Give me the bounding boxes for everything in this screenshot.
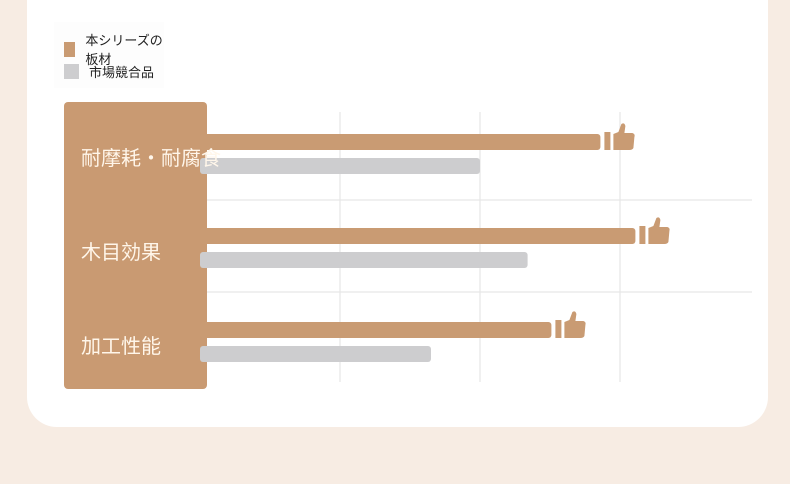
bar-ours bbox=[200, 134, 601, 150]
bar-competitor bbox=[200, 346, 431, 362]
bar-ours bbox=[200, 228, 636, 244]
legend-swatch bbox=[64, 64, 79, 79]
thumbs-up-icon bbox=[639, 217, 670, 244]
category-label: 加工性能 bbox=[81, 334, 161, 358]
legend-swatch bbox=[64, 41, 76, 57]
thumbs-up-icon bbox=[555, 311, 586, 338]
bar-competitor bbox=[200, 252, 528, 268]
legend-label: 市場競合品 bbox=[89, 66, 155, 81]
legend-label: 本シリーズの板材 bbox=[85, 34, 163, 68]
category-label-panel bbox=[64, 102, 207, 389]
category-label: 木目効果 bbox=[81, 240, 161, 264]
legend-item-ours: 本シリーズの板材 bbox=[64, 30, 164, 68]
thumbs-up-icon bbox=[604, 123, 635, 150]
bar-competitor bbox=[200, 158, 480, 174]
legend: 本シリーズの板材 市場競合品 bbox=[54, 22, 164, 88]
bar-ours bbox=[200, 322, 552, 338]
category-label: 耐摩耗・耐腐食 bbox=[81, 146, 221, 170]
legend-item-competitor: 市場競合品 bbox=[64, 62, 154, 81]
